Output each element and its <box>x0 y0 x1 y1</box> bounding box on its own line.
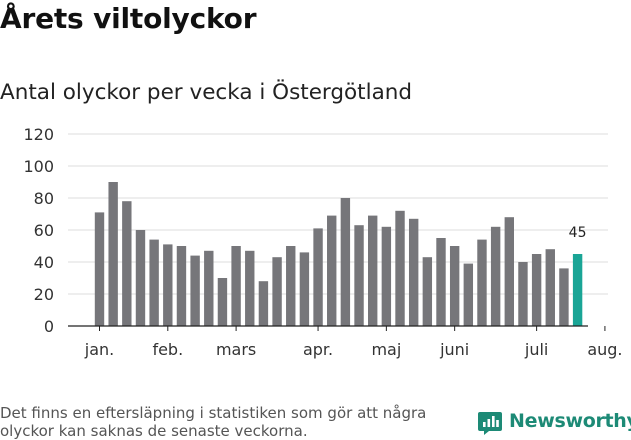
bar <box>477 239 487 326</box>
bar <box>381 226 392 326</box>
bar <box>395 210 405 326</box>
bar <box>327 215 337 326</box>
bar <box>108 182 118 326</box>
x-tick-label: apr. <box>303 340 333 359</box>
bar <box>122 201 132 326</box>
bar <box>436 238 446 326</box>
data-labels: 45 <box>569 225 587 241</box>
newsworthy-logo-icon <box>478 412 502 435</box>
x-tick-label: maj <box>371 340 401 359</box>
bar <box>408 218 419 326</box>
x-tick-label: juli <box>524 340 548 359</box>
bars <box>94 182 583 326</box>
x-tick-label: juni <box>439 340 469 359</box>
newsworthy-logo: Newsworthy <box>475 408 631 439</box>
bar-highlighted <box>572 254 583 326</box>
data-label: 45 <box>569 225 587 241</box>
bar <box>422 257 433 326</box>
chart-title: Årets viltolyckor <box>0 2 257 35</box>
bar <box>545 249 555 326</box>
bar <box>245 250 255 326</box>
bar <box>135 230 146 326</box>
bar <box>449 246 460 326</box>
bar <box>231 246 241 326</box>
bar <box>559 268 569 326</box>
bar-chart: 0 20 40 60 80 100 120 jan. feb. mars apr. maj juni j… <box>23 125 623 359</box>
bar <box>94 212 105 326</box>
bar <box>313 228 323 326</box>
x-tick-label: jan. <box>84 340 114 359</box>
y-tick-label: 100 <box>23 157 54 176</box>
brand-name: Newsworthy <box>509 410 631 432</box>
bar <box>204 250 214 326</box>
y-tick-label: 40 <box>34 253 54 272</box>
bar <box>176 246 187 326</box>
bar <box>340 198 351 326</box>
x-tick-label: aug. <box>587 340 622 359</box>
x-tick-label: feb. <box>152 340 183 359</box>
bar <box>490 226 501 326</box>
bar <box>217 278 228 326</box>
y-tick-label: 60 <box>34 221 54 240</box>
bar <box>299 252 310 326</box>
bar <box>163 244 173 326</box>
y-tick-label: 80 <box>34 189 54 208</box>
y-tick-label: 0 <box>44 317 54 336</box>
bar <box>531 254 542 326</box>
bar <box>286 246 296 326</box>
bar <box>368 215 378 326</box>
bar <box>354 225 364 326</box>
bar <box>504 217 514 326</box>
bar <box>190 255 200 326</box>
bar <box>272 257 282 326</box>
y-tick-label: 120 <box>23 125 54 144</box>
x-tick-label: mars <box>216 340 256 359</box>
bar <box>258 281 269 326</box>
bar <box>518 262 528 326</box>
y-axis-tick-labels: 0 20 40 60 80 100 120 <box>23 125 54 336</box>
bar <box>463 263 474 326</box>
footnote: Det finns en eftersläpning i statistiken… <box>0 404 427 440</box>
chart-subtitle: Antal olyckor per vecka i Östergötland <box>0 80 413 105</box>
bar <box>149 239 159 326</box>
y-tick-label: 20 <box>34 285 54 304</box>
